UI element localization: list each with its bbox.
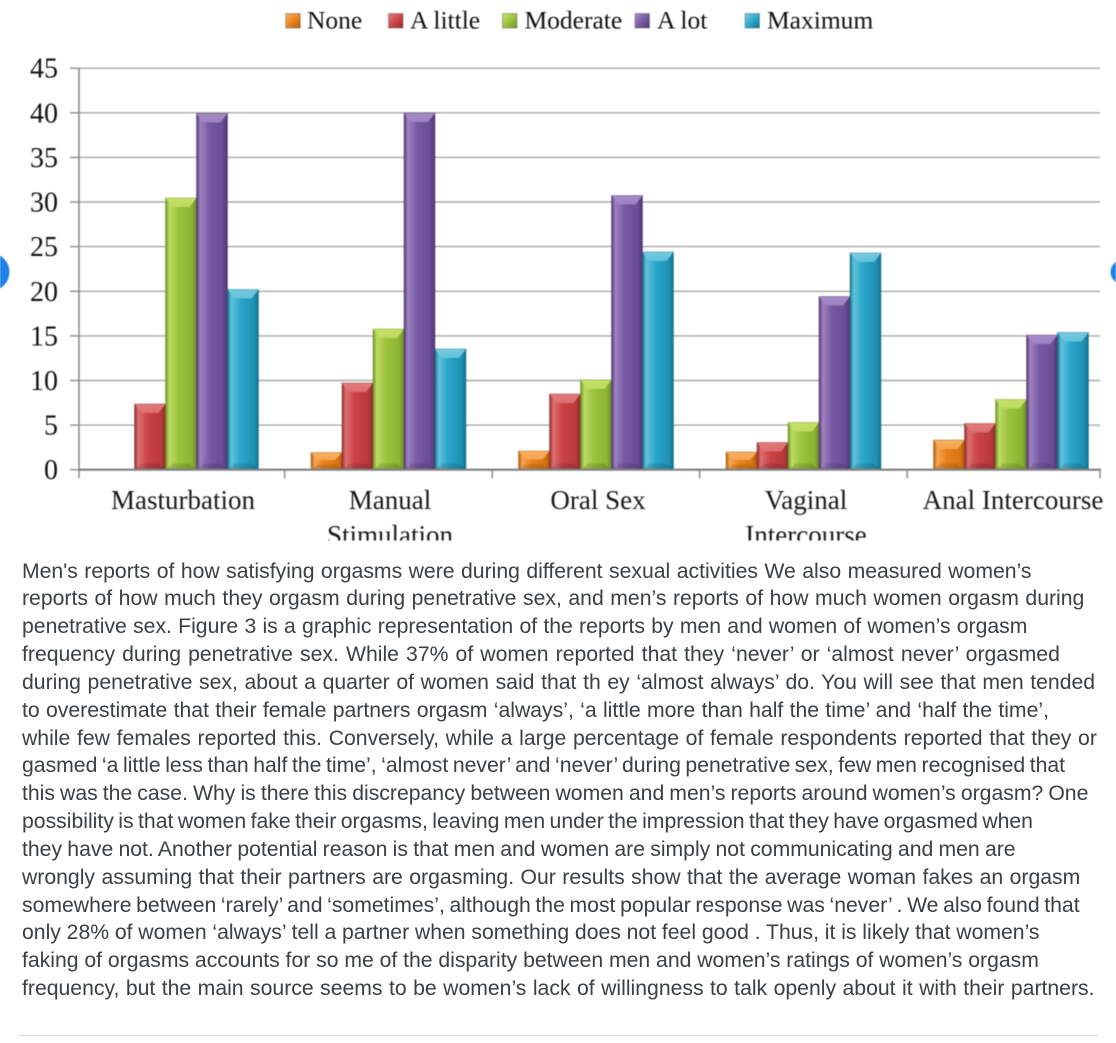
svg-text:A lot: A lot bbox=[657, 6, 707, 35]
svg-text:Vaginal: Vaginal bbox=[765, 485, 847, 515]
svg-text:Masturbation: Masturbation bbox=[111, 485, 255, 515]
svg-text:5: 5 bbox=[44, 411, 58, 442]
svg-text:30: 30 bbox=[30, 188, 58, 219]
svg-text:40: 40 bbox=[30, 98, 58, 129]
svg-text:25: 25 bbox=[30, 232, 58, 263]
svg-text:Anal Intercourse: Anal Intercourse bbox=[923, 485, 1104, 515]
svg-text:15: 15 bbox=[30, 321, 58, 352]
svg-text:Manual: Manual bbox=[349, 485, 431, 515]
svg-text:45: 45 bbox=[30, 54, 58, 85]
svg-text:Moderate: Moderate bbox=[525, 6, 623, 35]
svg-text:20: 20 bbox=[30, 277, 58, 308]
svg-text:None: None bbox=[307, 6, 362, 35]
svg-text:0: 0 bbox=[44, 455, 58, 486]
svg-text:Oral Sex: Oral Sex bbox=[550, 485, 646, 515]
svg-text:35: 35 bbox=[30, 143, 58, 174]
svg-text:A little: A little bbox=[410, 6, 480, 35]
svg-text:10: 10 bbox=[30, 366, 58, 397]
svg-text:Maximum: Maximum bbox=[767, 6, 873, 35]
